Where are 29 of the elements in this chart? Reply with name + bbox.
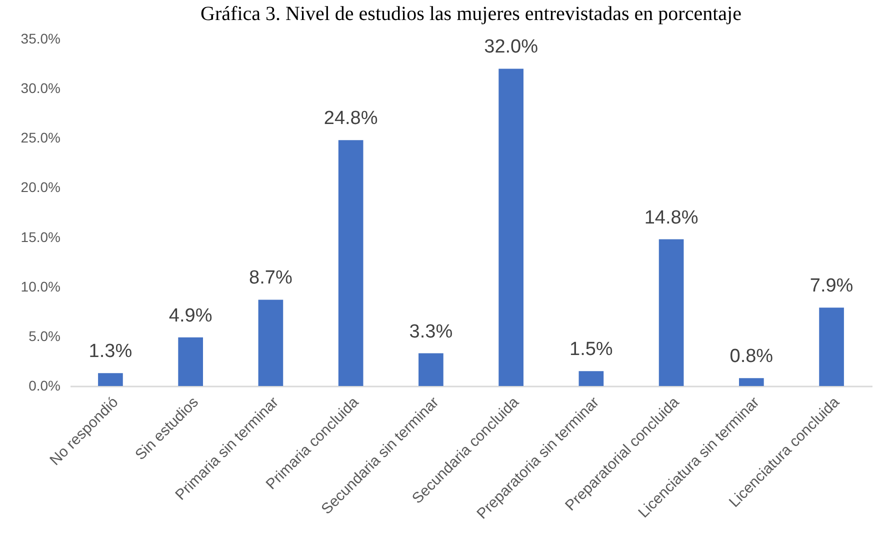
y-tick-label: 5.0%: [28, 328, 60, 344]
data-label: 7.9%: [810, 276, 854, 297]
bar: [178, 337, 203, 386]
chart-title: Gráfica 3. Nivel de estudios las mujeres entrevistadas en porcentaje: [200, 3, 742, 25]
bar: [338, 140, 364, 386]
data-label: 8.7%: [249, 268, 292, 289]
data-label: 4.9%: [168, 305, 212, 326]
bar: [819, 308, 844, 386]
y-tick-label: 15.0%: [20, 228, 60, 245]
data-label: 1.3%: [88, 341, 132, 362]
bar: [498, 68, 524, 386]
bar: [258, 300, 284, 386]
data-label: 1.5%: [570, 339, 613, 360]
y-tick-label: 0.0%: [28, 378, 60, 394]
y-tick-label: 20.0%: [20, 179, 60, 196]
y-tick-label: 30.0%: [20, 80, 60, 96]
data-label: 0.8%: [730, 346, 774, 368]
data-label: 14.8%: [644, 207, 698, 228]
bar: [658, 239, 684, 386]
bar: [98, 373, 123, 386]
y-tick-label: 10.0%: [20, 278, 60, 294]
bar: [418, 353, 444, 386]
data-label: 3.3%: [409, 321, 453, 342]
data-label: 32.0%: [484, 36, 538, 58]
data-label: 24.8%: [324, 108, 378, 130]
bar: [739, 378, 764, 386]
y-tick-label: 25.0%: [20, 130, 60, 146]
bar: [578, 371, 604, 386]
y-tick-label: 35.0%: [20, 30, 60, 46]
